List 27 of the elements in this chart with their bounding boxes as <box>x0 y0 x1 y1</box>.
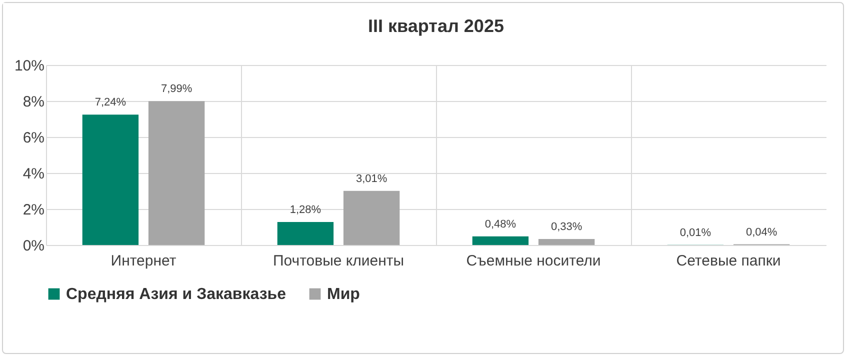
data-label: 7,24% <box>94 96 126 109</box>
bar <box>82 114 139 245</box>
data-label: 0,48% <box>484 218 516 230</box>
y-tick-label: 4% <box>22 166 44 182</box>
y-tick-label: 2% <box>22 202 44 218</box>
bar <box>472 236 529 245</box>
data-label: 0,33% <box>550 221 582 234</box>
data-label: 0,01% <box>680 226 712 239</box>
legend-label: Средняя Азия и Закавказье <box>66 286 286 303</box>
legend-label: Мир <box>327 286 360 303</box>
y-tick-label: 10% <box>14 58 44 74</box>
y-tick-label: 0% <box>22 238 44 254</box>
x-tick-label: Съемные носители <box>466 252 601 270</box>
x-tick-label: Почтовые клиенты <box>272 252 404 270</box>
chart-title: III квартал 2025 <box>368 16 504 36</box>
data-label: 1,28% <box>290 204 322 216</box>
y-tick-label: 8% <box>22 94 44 110</box>
bar <box>277 222 334 245</box>
data-label: 3,01% <box>356 172 388 185</box>
x-tick-label: Сетевые папки <box>676 252 781 270</box>
data-label: 0,04% <box>746 226 778 238</box>
y-tick-label: 6% <box>22 130 44 146</box>
bar <box>148 101 205 245</box>
bar <box>343 190 400 245</box>
x-tick-label: Интернет <box>110 252 176 270</box>
data-label: 7,99% <box>160 83 192 96</box>
bar <box>538 239 595 245</box>
